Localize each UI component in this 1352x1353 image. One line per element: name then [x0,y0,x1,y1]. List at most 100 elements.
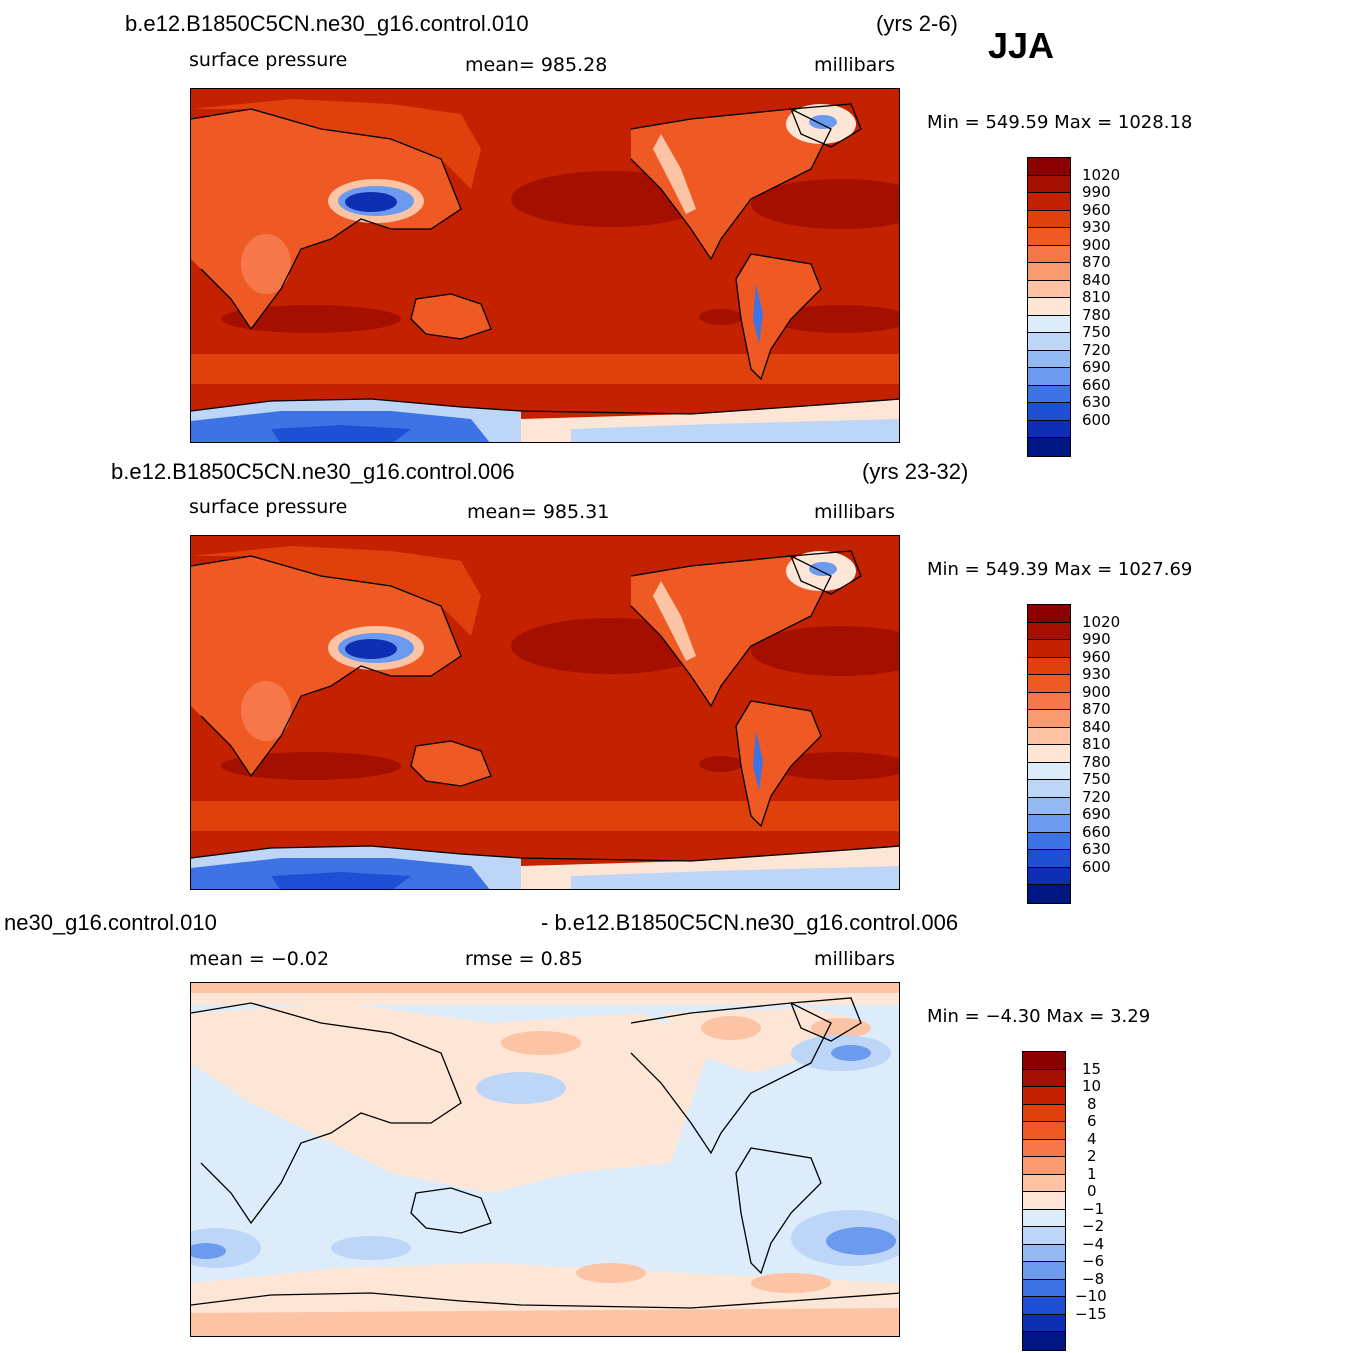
colorbar-box [1023,1314,1065,1332]
colorbar-box [1028,298,1070,316]
colorbar-box [1028,640,1070,658]
panel3-mean: mean = −0.02 [189,948,330,970]
colorbar-box [1028,350,1070,368]
panel3-case-title-2: - b.e12.B1850C5CN.ne30_g16.control.006 [541,910,959,935]
colorbar-label: 750 [1082,770,1111,788]
panel1-minmax: Min = 549.59 Max = 1028.18 [927,112,1193,133]
colorbar-box [1023,1087,1065,1105]
colorbar-label: 630 [1082,840,1111,858]
panel1-map [190,88,900,443]
colorbar-label: 4 [1087,1130,1097,1148]
season-label: JJA [988,25,1055,66]
colorbar-label: 810 [1082,735,1111,753]
panel2-years: (yrs 23-32) [862,459,969,484]
colorbar-box [1023,1244,1065,1262]
colorbar-box [1028,657,1070,675]
colorbar-label: 930 [1082,218,1111,236]
colorbar-box [1023,1157,1065,1175]
colorbar-box [1028,315,1070,333]
colorbar-label: 780 [1082,306,1111,324]
panel2-minmax: Min = 549.39 Max = 1027.69 [927,559,1193,580]
panel2-map-svg [191,536,899,889]
colorbar-label: 930 [1082,665,1111,683]
colorbar-box [1023,1069,1065,1087]
colorbar-label: 780 [1082,753,1111,771]
colorbar-box [1023,1209,1065,1227]
colorbar-box [1023,1052,1065,1070]
panel2-units: millibars [814,501,896,523]
colorbar-label: 870 [1082,253,1111,271]
colorbar-label: −1 [1082,1200,1105,1218]
colorbar-label: 600 [1082,858,1111,876]
panel2-colorbar [1027,604,1071,904]
colorbar-box [1023,1332,1065,1350]
colorbar-box [1028,885,1070,903]
colorbar-box [1028,832,1070,850]
colorbar-label: 0 [1087,1182,1097,1200]
colorbar-box [1023,1122,1065,1140]
colorbar-label: 900 [1082,236,1111,254]
colorbar-box [1028,158,1070,176]
colorbar-label: −4 [1082,1235,1105,1253]
colorbar-box [1023,1104,1065,1122]
colorbar-label: 990 [1082,630,1111,648]
colorbar-box [1028,692,1070,710]
colorbar-label: 840 [1082,718,1111,736]
colorbar-box [1028,797,1070,815]
panel3-rmse: rmse = 0.85 [465,948,583,970]
colorbar-label: 960 [1082,648,1111,666]
colorbar-label: −15 [1075,1305,1107,1323]
colorbar-label: 990 [1082,183,1111,201]
colorbar-box [1023,1262,1065,1280]
colorbar-box [1028,675,1070,693]
colorbar-box [1028,210,1070,228]
colorbar-box [1028,727,1070,745]
colorbar-label: 720 [1082,788,1111,806]
colorbar-label: 1020 [1082,166,1121,184]
panel1-colorbar [1027,157,1071,457]
panel3-map [190,982,900,1337]
colorbar-box [1023,1192,1065,1210]
colorbar-label: 15 [1082,1060,1102,1078]
colorbar-label: −6 [1082,1252,1105,1270]
panel1-map-svg [191,89,899,442]
colorbar-box [1028,762,1070,780]
colorbar-box [1028,622,1070,640]
colorbar-label: 8 [1087,1095,1097,1113]
panel3-units: millibars [814,948,896,970]
colorbar-label: 750 [1082,323,1111,341]
panel1-case-title: b.e12.B1850C5CN.ne30_g16.control.010 [125,11,529,36]
panel2-case-title: b.e12.B1850C5CN.ne30_g16.control.006 [111,459,515,484]
colorbar-label: 720 [1082,341,1111,359]
colorbar-box [1028,280,1070,298]
colorbar-label: 690 [1082,805,1111,823]
colorbar-label: 630 [1082,393,1111,411]
panel3-minmax: Min = −4.30 Max = 3.29 [927,1006,1151,1027]
colorbar-box [1028,780,1070,798]
colorbar-label: 690 [1082,358,1111,376]
colorbar-box [1028,193,1070,211]
colorbar-label: 960 [1082,201,1111,219]
colorbar-box [1028,438,1070,456]
colorbar-box [1028,850,1070,868]
colorbar-box [1028,815,1070,833]
panel3-map-svg [191,983,899,1336]
colorbar-label: 660 [1082,376,1111,394]
colorbar-box [1028,263,1070,281]
colorbar-label: 870 [1082,700,1111,718]
colorbar-box [1028,420,1070,438]
panel1-variable: surface pressure [189,49,348,71]
colorbar-box [1028,710,1070,728]
colorbar-box [1028,605,1070,623]
panel1-years: (yrs 2-6) [876,11,958,36]
colorbar-box [1023,1297,1065,1315]
panel3-colorbar [1022,1051,1066,1351]
colorbar-box [1028,333,1070,351]
panel2-variable: surface pressure [189,496,348,518]
colorbar-box [1023,1174,1065,1192]
colorbar-box [1023,1139,1065,1157]
colorbar-box [1028,245,1070,263]
colorbar-label: 810 [1082,288,1111,306]
colorbar-label: 660 [1082,823,1111,841]
colorbar-label: 1020 [1082,613,1121,631]
